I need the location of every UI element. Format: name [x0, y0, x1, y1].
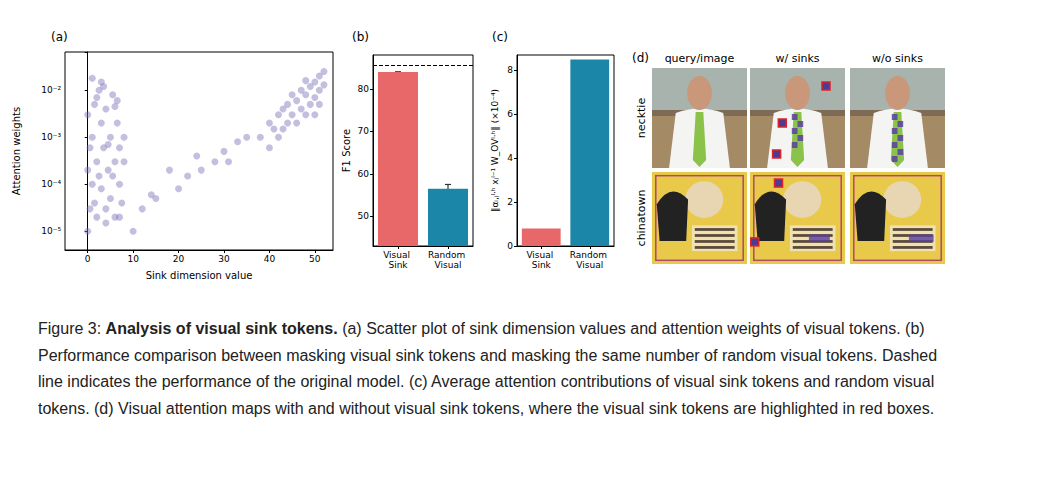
svg-text:10⁻²: 10⁻²: [41, 85, 61, 95]
svg-text:80: 80: [358, 84, 370, 94]
svg-text:50: 50: [309, 254, 321, 264]
svg-text:6: 6: [507, 109, 513, 119]
svg-text:query/image: query/image: [665, 52, 735, 65]
svg-text:w/ sinks: w/ sinks: [775, 52, 819, 65]
svg-text:Sink: Sink: [388, 260, 408, 270]
svg-text:Attention weights: Attention weights: [11, 107, 22, 195]
svg-text:2: 2: [507, 197, 513, 207]
svg-text:10: 10: [127, 254, 139, 264]
svg-text:70: 70: [358, 126, 370, 136]
svg-text:(c): (c): [492, 30, 508, 44]
svg-text:0: 0: [85, 254, 91, 264]
svg-text:(d): (d): [632, 51, 649, 65]
svg-text:10⁻³: 10⁻³: [41, 132, 61, 142]
svg-text:0: 0: [507, 241, 513, 251]
svg-text:Visual: Visual: [576, 260, 603, 270]
svg-text:Visual: Visual: [383, 250, 413, 260]
svg-text:Sink: Sink: [532, 260, 552, 270]
svg-text:10⁻⁴: 10⁻⁴: [41, 179, 61, 189]
svg-text:4: 4: [507, 153, 513, 163]
svg-text:Random: Random: [570, 250, 610, 260]
svg-text:Visual: Visual: [435, 260, 462, 270]
svg-text:necktie: necktie: [635, 98, 648, 139]
svg-text:F1 Score: F1 Score: [341, 129, 352, 172]
svg-text:chinatown: chinatown: [635, 190, 648, 247]
svg-text:40: 40: [264, 254, 276, 264]
svg-text:Sink dimension value: Sink dimension value: [146, 270, 253, 281]
svg-text:w/o sinks: w/o sinks: [872, 52, 923, 65]
svg-text:20: 20: [173, 254, 185, 264]
svg-text:60: 60: [358, 169, 370, 179]
html-text:Figure 3: Analysis of visual s: Figure 3: Analysis of visual sink tokens…: [38, 320, 938, 417]
svg-text:Random: Random: [428, 250, 468, 260]
svg-text:30: 30: [218, 254, 230, 264]
svg-text:Visual: Visual: [526, 250, 556, 260]
svg-text:8: 8: [507, 65, 513, 75]
svg-text:(a): (a): [51, 30, 68, 44]
svg-text:10⁻⁵: 10⁻⁵: [41, 226, 61, 236]
svg-text:50: 50: [358, 211, 370, 221]
svg-text:(b): (b): [352, 30, 369, 44]
svg-text:‖αᵢ,ⱼˡ·ʰ xⱼˡ⁻¹ W_OVˡ·ʰ‖ (×10⁻⁴: ‖αᵢ,ⱼˡ·ʰ xⱼˡ⁻¹ W_OVˡ·ʰ‖ (×10⁻⁴): [490, 89, 500, 212]
